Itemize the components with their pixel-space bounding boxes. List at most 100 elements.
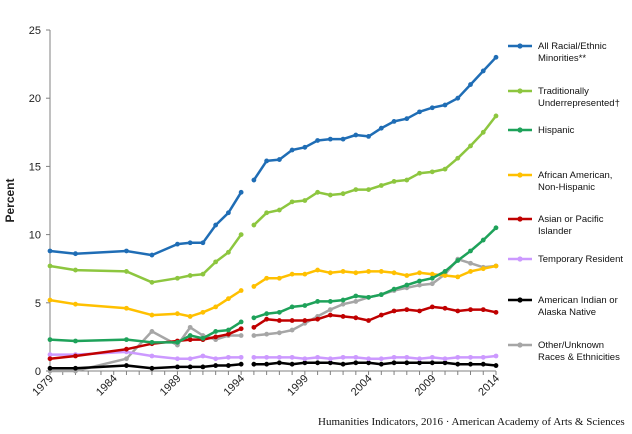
data-point-traditionally-underrepresented [149,279,155,285]
data-point-all-racial-ethnic-minorities [175,241,180,247]
data-point-other-unknown-races-ethnicities [429,281,435,287]
data-point-temporary-resident [378,356,384,362]
data-point-temporary-resident [468,354,473,360]
data-point-african-american-non-hispanic [417,270,422,276]
data-point-african-american-non-hispanic [404,273,410,278]
data-point-american-indian-or-alaska-native [404,360,410,366]
data-point-hispanic [366,294,371,300]
data-point-all-racial-ethnic-minorities [73,251,78,257]
data-point-other-unknown-races-ethnicities [340,301,346,307]
data-point-asian-or-pacific-islander [391,308,397,314]
data-point-hispanic [327,299,333,304]
data-point-other-unknown-races-ethnicities [417,282,422,288]
series-line-african-american-non-hispanic [49,289,242,318]
data-point-hispanic [353,293,359,299]
legend-marker [517,88,523,94]
data-point-all-racial-ethnic-minorities [200,240,206,246]
data-point-all-racial-ethnic-minorities [493,54,499,60]
data-point-american-indian-or-alaska-native [124,363,129,368]
data-point-temporary-resident [238,354,244,360]
data-point-temporary-resident [315,354,320,360]
data-point-temporary-resident [404,354,410,360]
data-point-traditionally-underrepresented [429,169,435,175]
data-point-american-indian-or-alaska-native [442,360,448,366]
legend-label: Islander [538,226,572,237]
data-point-temporary-resident [417,356,422,362]
data-point-all-racial-ethnic-minorities [315,138,320,143]
data-point-all-racial-ethnic-minorities [429,105,435,111]
legend-label: Minorities** [538,53,586,64]
legend-label: Temporary Resident [538,254,623,265]
data-point-asian-or-pacific-islander [289,318,295,323]
data-point-other-unknown-races-ethnicities [276,330,282,336]
data-point-african-american-non-hispanic [149,312,155,318]
data-point-hispanic [187,333,193,338]
data-point-temporary-resident [264,354,270,360]
data-point-african-american-non-hispanic [187,314,193,319]
legend-marker [517,297,523,303]
y-tick-label: 10 [29,230,41,242]
data-point-temporary-resident [276,354,282,360]
series-line-american-indian-or-alaska-native [50,362,242,370]
data-point-all-racial-ethnic-minorities [366,133,371,139]
data-point-american-indian-or-alaska-native [468,361,473,367]
legend-label: All Racial/Ethnic [538,41,607,52]
data-point-hispanic [124,337,129,343]
data-point-asian-or-pacific-islander [353,315,359,321]
data-point-hispanic [468,248,473,254]
y-tick-label: 5 [35,298,41,310]
data-point-traditionally-underrepresented [315,189,320,195]
data-point-african-american-non-hispanic [442,273,448,278]
data-point-all-racial-ethnic-minorities [213,222,219,228]
data-point-african-american-non-hispanic [429,271,435,277]
data-point-african-american-non-hispanic [238,288,244,293]
data-point-traditionally-underrepresented [251,222,257,228]
data-point-temporary-resident [149,353,155,359]
data-point-traditionally-underrepresented [238,232,244,238]
data-point-american-indian-or-alaska-native [480,361,486,367]
data-point-traditionally-underrepresented [442,166,448,172]
data-point-asian-or-pacific-islander [404,307,410,313]
data-point-asian-or-pacific-islander [429,304,435,310]
legend-marker [517,216,523,222]
data-point-traditionally-underrepresented [327,192,333,198]
data-point-traditionally-underrepresented [455,155,461,161]
data-point-african-american-non-hispanic [289,271,295,277]
data-point-other-unknown-races-ethnicities [327,307,333,313]
data-point-traditionally-underrepresented [73,267,78,273]
legend-label: African American, [538,170,612,181]
data-point-temporary-resident [187,356,193,362]
data-point-asian-or-pacific-islander [366,318,371,323]
data-point-temporary-resident [366,356,371,362]
data-point-american-indian-or-alaska-native [327,360,333,366]
data-point-american-indian-or-alaska-native [251,361,257,367]
data-point-temporary-resident [213,356,219,362]
data-point-temporary-resident [175,356,180,362]
data-point-american-indian-or-alaska-native [353,360,359,366]
data-point-temporary-resident [493,353,499,359]
data-point-african-american-non-hispanic [480,266,486,272]
data-point-all-racial-ethnic-minorities [226,210,231,216]
data-point-american-indian-or-alaska-native [73,365,78,371]
data-point-traditionally-underrepresented [302,198,308,203]
data-point-african-american-non-hispanic [264,275,270,281]
data-point-traditionally-underrepresented [353,187,359,192]
data-point-african-american-non-hispanic [327,270,333,276]
data-point-american-indian-or-alaska-native [276,360,282,366]
x-tick-label: 1999 [285,373,311,399]
data-point-other-unknown-races-ethnicities [468,260,473,266]
data-point-temporary-resident [47,352,53,358]
data-point-traditionally-underrepresented [404,177,410,183]
data-point-hispanic [200,335,206,341]
data-point-traditionally-underrepresented [124,269,129,274]
data-point-other-unknown-races-ethnicities [238,333,244,338]
data-point-african-american-non-hispanic [391,270,397,276]
data-point-asian-or-pacific-islander [468,307,473,313]
legend-label: Other/Unknown [538,340,604,351]
data-point-asian-or-pacific-islander [442,305,448,311]
data-point-asian-or-pacific-islander [251,324,257,330]
data-point-traditionally-underrepresented [47,263,53,269]
data-point-temporary-resident [429,354,435,360]
legend-marker [517,172,523,178]
data-point-all-racial-ethnic-minorities [124,248,129,254]
